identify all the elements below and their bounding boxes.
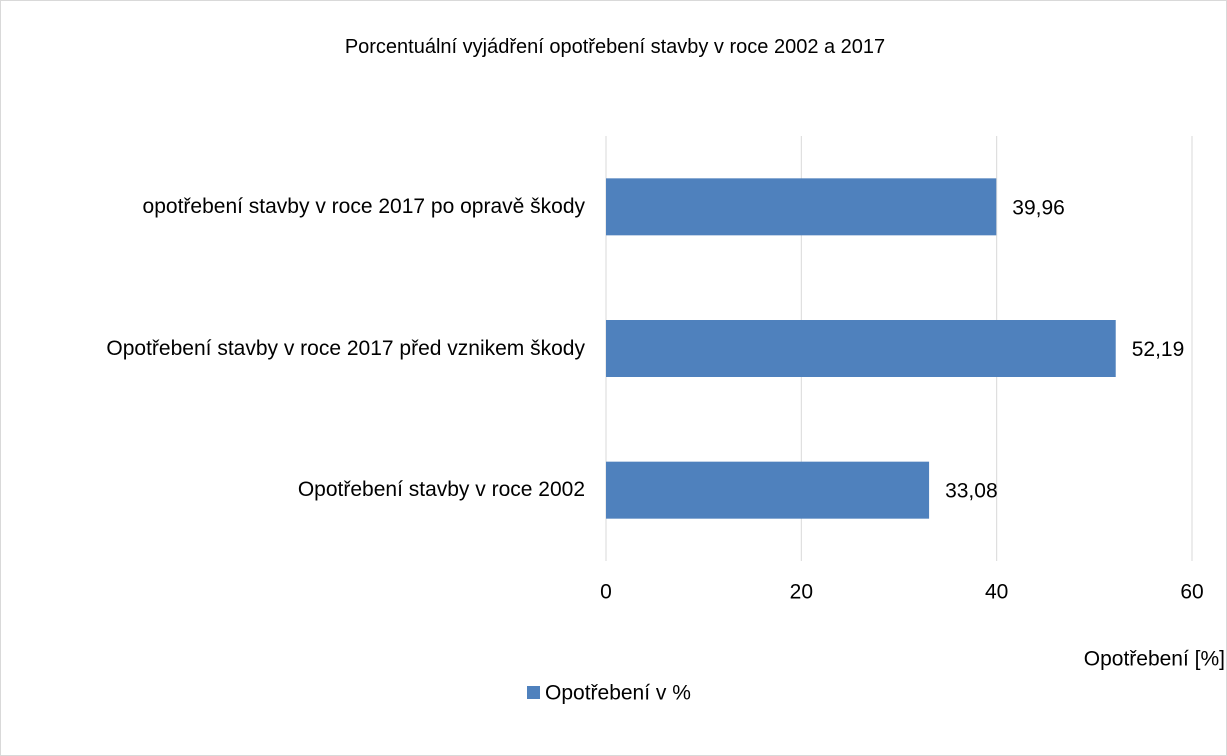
legend-swatch [527,686,540,699]
data-label: 52,19 [1132,338,1185,361]
bar [606,461,930,519]
y-tick-label-box: Opotřebení stavby v roce 2017 před vznik… [10,309,585,389]
x-tick-label: 60 [1180,581,1203,604]
y-tick-label-box: opotřebení stavby v roce 2017 po opravě … [10,167,585,247]
x-tick-label: 0 [600,581,612,604]
chart-title: Porcentuální vyjádření opotřebení stavby… [344,36,886,58]
x-axis-title: Opotřebení [%] [1084,648,1225,671]
legend-label: Opotřebení v % [545,682,691,705]
x-tick-label: 20 [790,581,813,604]
y-tick-label: Opotřebení stavby v roce 2002 [297,478,585,502]
y-tick-label: opotřebení stavby v roce 2017 po opravě … [142,194,585,218]
x-tick-label: 40 [985,581,1008,604]
data-label: 33,08 [945,480,998,503]
y-tick-label-box: Opotřebení stavby v roce 2002 [10,450,585,530]
bar [606,178,997,236]
y-tick-label: Opotřebení stavby v roce 2017 před vznik… [106,336,585,360]
data-label: 39,96 [1012,196,1065,219]
bar [606,320,1116,377]
